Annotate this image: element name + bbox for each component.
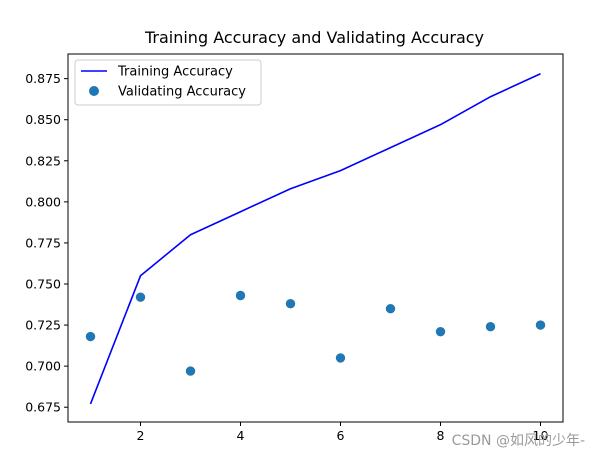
chart-title: Training Accuracy and Validating Accurac…: [144, 28, 484, 47]
y-tick-label: 0.800: [25, 194, 61, 209]
x-tick-label: 8: [437, 428, 445, 443]
validating-accuracy-point: [85, 331, 96, 342]
validating-accuracy-point: [435, 326, 446, 337]
y-tick-label: 0.775: [25, 235, 61, 250]
y-tick-label: 0.725: [25, 318, 61, 333]
series-line-training-accuracy: [89, 72, 541, 405]
y-tick-label: 0.675: [25, 400, 61, 415]
legend-validating-marker: [89, 86, 99, 96]
validating-accuracy-point: [535, 320, 546, 330]
x-tick-label: 6: [337, 428, 345, 443]
x-tick-label: 2: [137, 428, 145, 443]
y-tick-label: 0.850: [25, 112, 61, 127]
validating-accuracy-point: [485, 322, 496, 332]
plot-area: 2 4 6 8 10 0.675 0.700 0.725 0.750 0.775 0.800 0.82…: [25, 71, 548, 443]
y-tick-label: 0.750: [25, 277, 61, 292]
validating-accuracy-point: [285, 299, 296, 309]
validating-accuracy-point: [185, 366, 196, 376]
watermark: CSDN @如风的少年-: [452, 433, 585, 449]
legend-box: [74, 59, 262, 106]
validating-accuracy-point: [335, 353, 346, 363]
axes-frame: [67, 53, 564, 423]
x-tick-label: 10: [533, 428, 549, 443]
y-tick-label: 0.825: [25, 153, 61, 168]
legend-training-label: Training Accuracy: [117, 65, 233, 80]
validating-accuracy-point: [385, 303, 396, 314]
y-tick-label: 0.875: [25, 71, 61, 86]
legend-validating-label: Validating Accuracy: [118, 85, 246, 100]
validating-accuracy-point: [135, 292, 146, 302]
legend: Training Accuracy Validating Accuracy: [74, 59, 262, 106]
x-tick-label: 4: [237, 428, 245, 443]
y-tick-label: 0.700: [25, 359, 61, 374]
validating-accuracy-point: [235, 290, 246, 301]
